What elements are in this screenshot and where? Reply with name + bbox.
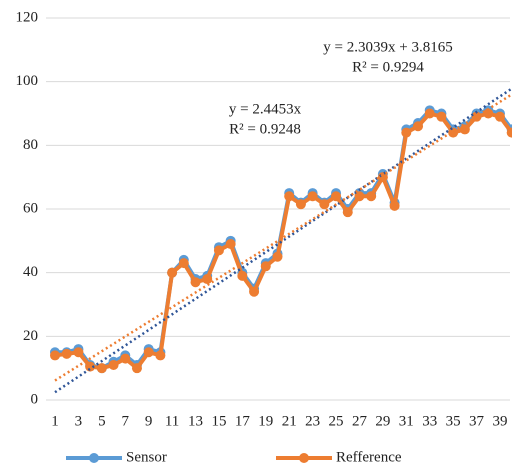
marker <box>401 127 412 138</box>
marker <box>342 207 353 218</box>
legend-label: Refference <box>336 449 402 465</box>
marker <box>295 199 306 210</box>
trend-equation: y = 2.3039x + 3.8165 <box>323 39 452 55</box>
x-tick-label: 29 <box>375 413 390 429</box>
trend-r2: R² = 0.9248 <box>229 121 301 137</box>
marker <box>190 277 201 288</box>
legend-marker <box>299 453 309 463</box>
trend-equation: y = 2.4453x <box>229 101 302 117</box>
y-tick-label: 80 <box>23 137 38 153</box>
x-tick-label: 27 <box>352 413 368 429</box>
marker <box>354 191 365 202</box>
marker <box>506 127 512 138</box>
series-line <box>55 108 512 371</box>
marker <box>260 261 271 272</box>
x-tick-label: 21 <box>282 413 297 429</box>
y-tick-label: 40 <box>23 264 38 280</box>
trendline <box>54 87 512 394</box>
marker <box>61 348 72 359</box>
marker <box>108 359 119 370</box>
x-tick-label: 33 <box>422 413 437 429</box>
x-tick-label: 1 <box>51 413 59 429</box>
marker <box>366 191 377 202</box>
x-tick-label: 11 <box>165 413 179 429</box>
marker <box>272 251 283 262</box>
x-tick-label: 35 <box>446 413 461 429</box>
marker <box>96 363 107 374</box>
legend-label: Sensor <box>126 449 167 465</box>
marker <box>413 121 424 132</box>
marker <box>284 191 295 202</box>
marker <box>50 350 60 361</box>
y-tick-label: 20 <box>23 328 38 344</box>
marker <box>178 258 189 269</box>
series-line <box>54 111 512 371</box>
x-tick-label: 15 <box>211 413 226 429</box>
marker <box>459 124 470 135</box>
marker <box>225 239 236 250</box>
marker <box>483 108 494 119</box>
marker <box>307 191 318 202</box>
marker <box>389 200 400 211</box>
marker <box>436 111 447 122</box>
marker <box>202 274 213 285</box>
x-tick-label: 5 <box>98 413 106 429</box>
marker <box>448 127 459 138</box>
x-tick-label: 39 <box>492 413 507 429</box>
x-tick-label: 31 <box>399 413 414 429</box>
marker <box>213 245 224 256</box>
marker <box>331 191 342 202</box>
x-tick-label: 9 <box>145 413 153 429</box>
marker <box>73 347 84 358</box>
marker <box>85 361 96 372</box>
marker <box>237 270 248 281</box>
marker <box>424 108 435 119</box>
x-tick-label: 25 <box>329 413 344 429</box>
x-tick-label: 7 <box>122 413 130 429</box>
marker <box>167 267 178 278</box>
y-tick-label: 120 <box>16 9 39 25</box>
y-tick-label: 60 <box>23 200 38 216</box>
legend-marker <box>89 453 99 463</box>
marker <box>131 363 142 374</box>
y-tick-label: 0 <box>31 391 39 407</box>
y-tick-label: 100 <box>16 73 39 89</box>
marker <box>494 111 505 122</box>
marker <box>319 199 330 210</box>
x-tick-label: 19 <box>258 413 273 429</box>
marker <box>143 347 154 358</box>
x-tick-label: 3 <box>75 413 83 429</box>
x-tick-label: 17 <box>235 413 251 429</box>
marker <box>249 286 260 297</box>
x-tick-label: 37 <box>469 413 485 429</box>
marker <box>155 350 166 361</box>
trend-r2: R² = 0.9294 <box>352 59 424 75</box>
x-tick-label: 13 <box>188 413 203 429</box>
x-tick-label: 23 <box>305 413 320 429</box>
marker <box>120 353 131 364</box>
